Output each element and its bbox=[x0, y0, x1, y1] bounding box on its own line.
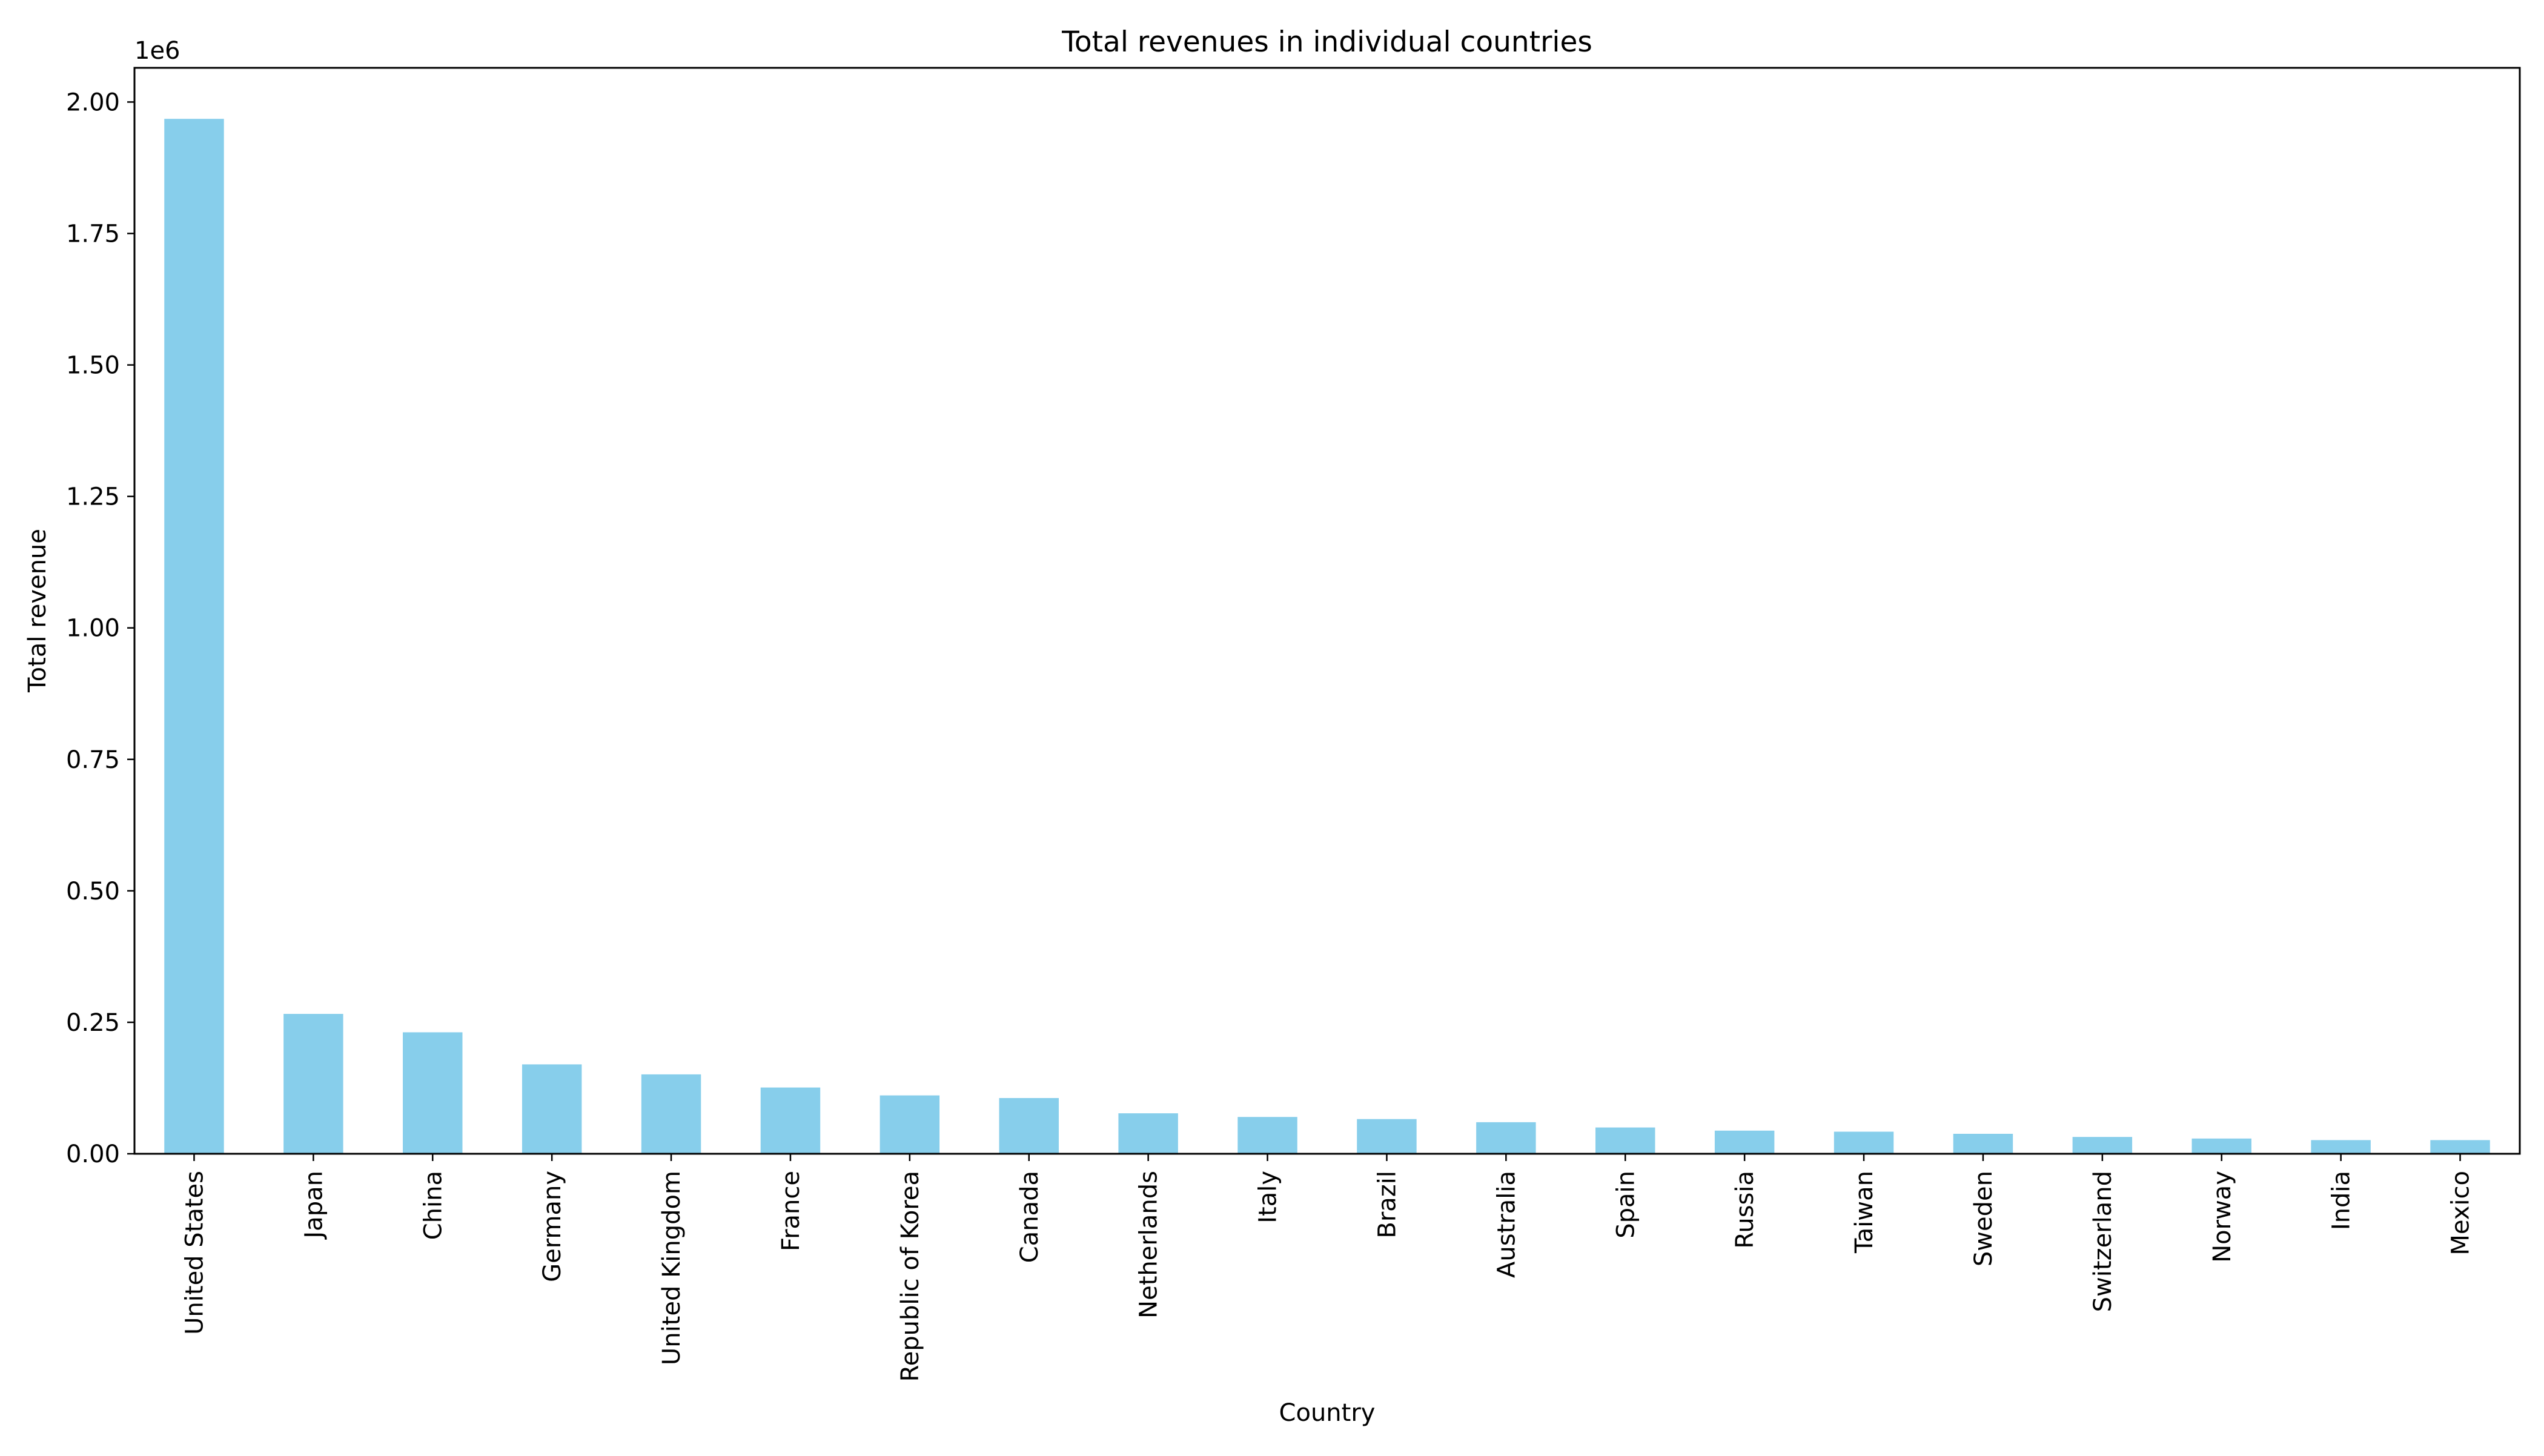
y-tick-label: 0.75 bbox=[66, 746, 120, 774]
bar bbox=[1595, 1127, 1655, 1154]
x-tick-label: India bbox=[2328, 1171, 2356, 1230]
bar bbox=[999, 1097, 1059, 1154]
x-tick-label: Norway bbox=[2208, 1171, 2236, 1263]
bar bbox=[2191, 1138, 2251, 1154]
bar bbox=[2430, 1140, 2490, 1154]
bar bbox=[1953, 1134, 2013, 1154]
bar bbox=[522, 1064, 582, 1154]
bar bbox=[641, 1074, 701, 1154]
x-tick-label: Canada bbox=[1016, 1171, 1044, 1263]
x-tick-label: Australia bbox=[1492, 1171, 1520, 1278]
bar bbox=[2072, 1137, 2133, 1154]
y-tick-label: 0.00 bbox=[66, 1140, 120, 1168]
y-axis-offset-label: 1e6 bbox=[134, 37, 181, 65]
x-tick-label: United States bbox=[181, 1171, 208, 1335]
y-tick-label: 1.25 bbox=[66, 483, 120, 511]
x-tick-label: United Kingdom bbox=[658, 1171, 686, 1365]
y-tick-label: 1.50 bbox=[66, 352, 120, 380]
bar bbox=[879, 1095, 940, 1154]
y-tick-label: 1.75 bbox=[66, 220, 120, 248]
bar bbox=[283, 1014, 343, 1154]
x-tick-label: Brazil bbox=[1373, 1171, 1401, 1239]
bar bbox=[1357, 1119, 1417, 1154]
y-tick-label: 0.25 bbox=[66, 1009, 120, 1037]
x-axis-label: Country bbox=[1279, 1399, 1376, 1427]
x-tick-label: Japan bbox=[300, 1171, 328, 1240]
x-tick-label: Germany bbox=[538, 1171, 566, 1282]
y-tick-label: 0.50 bbox=[66, 878, 120, 905]
bar bbox=[760, 1087, 821, 1154]
bar bbox=[1476, 1122, 1536, 1154]
bar bbox=[1118, 1113, 1178, 1154]
bar bbox=[403, 1032, 463, 1154]
x-tick-label: Taiwan bbox=[1850, 1171, 1878, 1254]
y-axis-label: Total revenue bbox=[24, 529, 51, 693]
x-tick-label: Sweden bbox=[1970, 1171, 1998, 1266]
bar bbox=[164, 119, 224, 1154]
bar bbox=[1237, 1117, 1297, 1154]
x-tick-label: Spain bbox=[1612, 1171, 1640, 1239]
y-axis-ticks: 0.00 0.25 0.50 0.75 1.00 1.25 1.50 1.75 2.00 bbox=[66, 88, 134, 1168]
bars-layer bbox=[164, 119, 2490, 1154]
x-tick-label: China bbox=[419, 1171, 447, 1240]
x-tick-label: Italy bbox=[1254, 1171, 1282, 1223]
bar bbox=[1714, 1130, 1775, 1154]
x-tick-label: Republic of Korea bbox=[896, 1171, 924, 1382]
x-tick-label: France bbox=[777, 1171, 805, 1251]
y-tick-label: 2.00 bbox=[66, 88, 120, 116]
x-tick-label: Netherlands bbox=[1135, 1171, 1163, 1319]
y-tick-label: 1.00 bbox=[66, 615, 120, 643]
x-axis-ticks: United States Japan China Germany United Kin… bbox=[181, 1154, 2475, 1382]
plot-frame bbox=[133, 67, 2521, 1155]
bar bbox=[1833, 1131, 1894, 1154]
x-tick-label: Russia bbox=[1731, 1171, 1759, 1249]
bar bbox=[2311, 1140, 2371, 1154]
chart-title: Total revenues in individual countries bbox=[1061, 25, 1592, 59]
x-tick-label: Switzerland bbox=[2089, 1171, 2117, 1312]
x-tick-label: Mexico bbox=[2447, 1171, 2475, 1256]
